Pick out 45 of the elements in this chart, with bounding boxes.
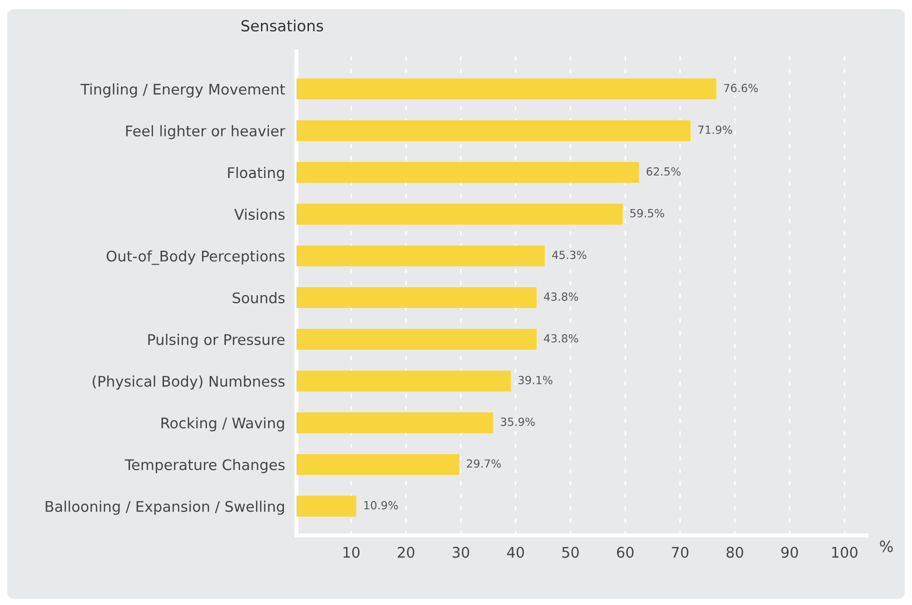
x-tick-label: 90 [781, 546, 798, 558]
x-tick-label: 10 [344, 546, 360, 558]
data-label: 59.5% [630, 208, 664, 218]
y-tick-label: (Physical Body) Numbness [92, 376, 285, 390]
bar [296, 78, 716, 100]
bar [296, 162, 639, 183]
x-tick-label: 40 [507, 546, 524, 558]
bar [296, 370, 511, 392]
x-tick-label: 70 [672, 546, 688, 558]
bar [296, 245, 545, 266]
data-label: 35.9% [500, 418, 535, 426]
x-tick-label: 80 [726, 546, 744, 558]
data-label: 43.8% [544, 334, 578, 343]
bar [296, 287, 536, 308]
y-axis-title: Sensations [241, 20, 324, 32]
y-tick-label: Floating [228, 166, 284, 181]
y-tick-label: Rocking / Waving [162, 417, 284, 432]
y-tick-label: Sounds [232, 292, 285, 304]
data-label: 29.7% [466, 459, 501, 468]
x-tick-label: 60 [616, 546, 634, 558]
y-tick-label: Ballooning / Expansion / Swelling [46, 500, 284, 515]
data-label: 76.6% [724, 84, 758, 92]
x-tick-label: 100 [832, 546, 858, 558]
bar [296, 496, 356, 517]
x-tick-label: 30 [452, 546, 470, 558]
data-label: 45.3% [552, 250, 586, 260]
x-tick-label: 20 [398, 546, 414, 558]
bar [296, 328, 536, 350]
bar [296, 454, 460, 475]
y-tick-label: Temperature Changes [124, 458, 285, 474]
data-label: 43.8% [544, 292, 578, 301]
y-tick-label: Tingling / Energy Movement [80, 83, 285, 98]
x-tick-label: 50 [562, 546, 579, 558]
bar [296, 120, 690, 142]
data-label: 10.9% [364, 501, 398, 510]
y-tick-label: Visions [234, 208, 285, 220]
bar [296, 204, 623, 225]
y-tick-label: Feel lighter or heavier [126, 125, 286, 140]
data-label: 71.9% [698, 126, 732, 134]
y-tick-label: Pulsing or Pressure [148, 334, 285, 348]
y-tick-label: Out-of_Body Perceptions [106, 250, 285, 265]
data-label: 39.1% [518, 376, 552, 384]
x-axis-title: % [880, 540, 893, 552]
data-label: 62.5% [646, 167, 681, 176]
bar [296, 412, 494, 434]
